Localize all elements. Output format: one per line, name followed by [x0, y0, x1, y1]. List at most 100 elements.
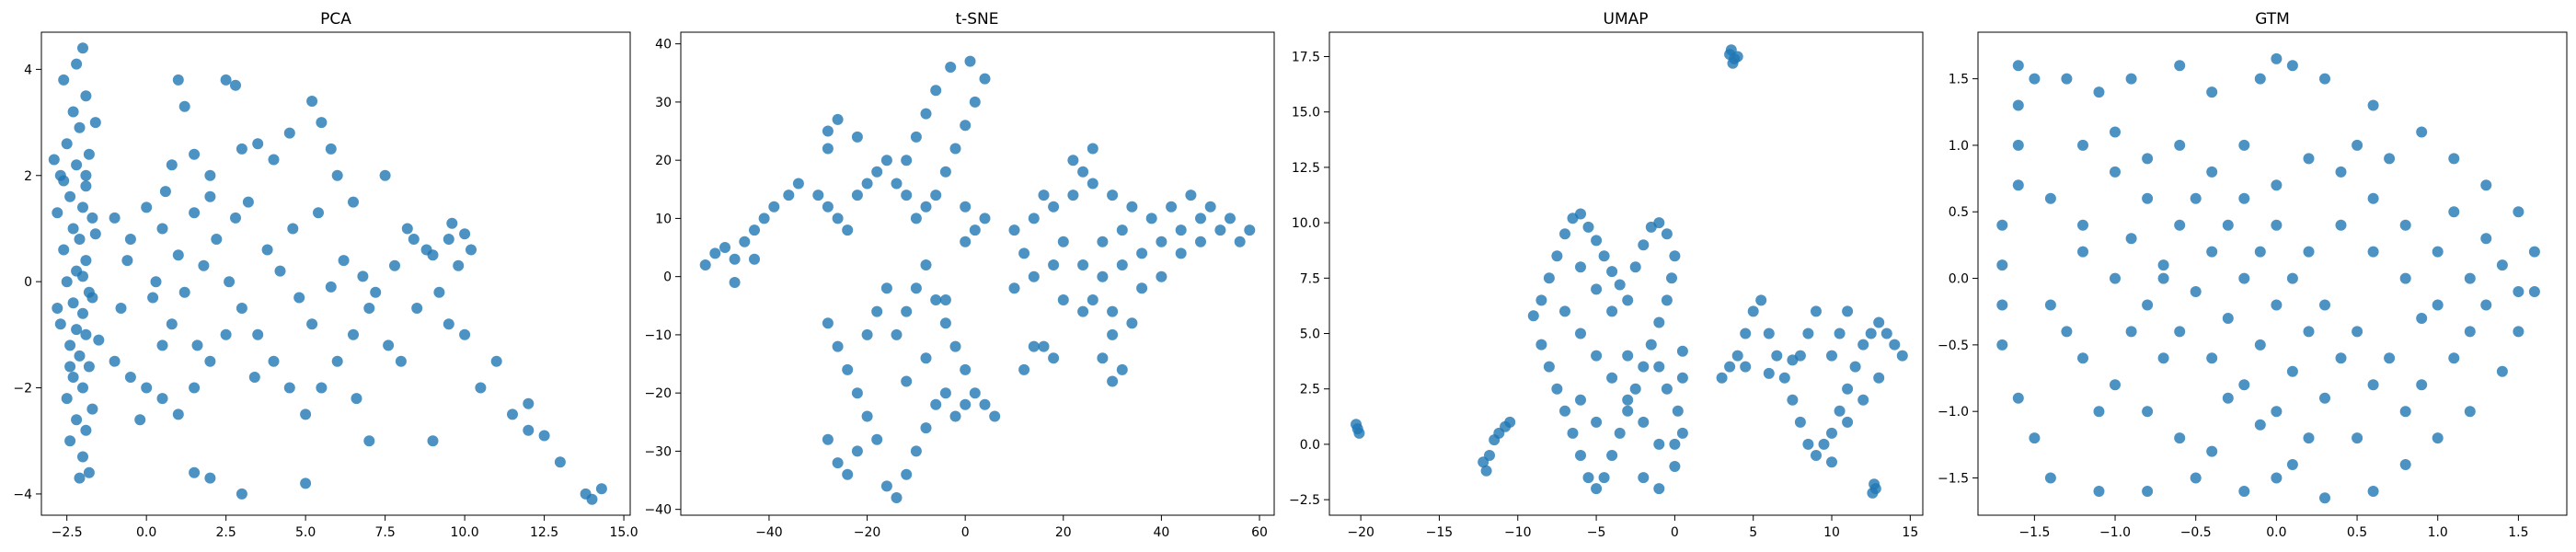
scatter-point	[2190, 472, 2202, 484]
scatter-point	[1107, 190, 1119, 201]
scatter-point	[1996, 259, 2008, 271]
scatter-point	[1175, 247, 1187, 259]
x-tick-label: 15.0	[609, 525, 638, 540]
scatter-point	[1638, 472, 1650, 484]
scatter-point	[2206, 445, 2218, 457]
scatter-point	[1018, 363, 1030, 375]
scatter-point	[2367, 486, 2379, 497]
scatter-point	[1763, 328, 1775, 339]
scatter-point	[920, 259, 932, 270]
scatter-point	[949, 340, 961, 352]
scatter-point	[1880, 328, 1892, 339]
scatter-point	[2367, 246, 2379, 258]
scatter-point	[1606, 266, 1618, 278]
scatter-point	[1842, 305, 1854, 317]
scatter-point	[2528, 246, 2540, 258]
scatter-point	[67, 372, 79, 383]
scatter-point	[2271, 472, 2283, 484]
scatter-point	[248, 372, 260, 383]
scatter-point	[1653, 217, 1665, 229]
scatter-point	[220, 328, 232, 340]
scatter-point	[261, 244, 273, 256]
scatter-point	[930, 85, 942, 97]
subplot-title: PCA	[320, 10, 351, 29]
scatter-point	[2271, 52, 2283, 64]
y-tick-label: −1.5	[1938, 472, 1969, 487]
scatter-point	[2093, 486, 2105, 497]
scatter-point	[2157, 272, 2169, 284]
x-tick-label: 1.0	[2428, 525, 2448, 540]
subplot-title: t-SNE	[955, 10, 998, 29]
scatter-point	[64, 435, 76, 447]
scatter-point	[1575, 394, 1586, 406]
scatter-point	[252, 328, 264, 340]
scatter-point	[822, 143, 834, 155]
scatter-point	[331, 355, 343, 367]
scatter-point	[901, 305, 913, 317]
scatter-point	[1097, 236, 1109, 247]
scatter-point	[2448, 352, 2460, 364]
scatter-point	[783, 190, 795, 201]
scatter-point	[1638, 361, 1650, 373]
scatter-point	[1787, 394, 1799, 406]
x-tick-label: 40	[1153, 525, 1169, 540]
scatter-point	[939, 317, 951, 329]
scatter-point	[172, 74, 184, 86]
scatter-point	[1028, 270, 1040, 282]
scatter-point	[1591, 483, 1603, 495]
y-tick-label: −4	[13, 488, 32, 502]
x-tick-label: 5.0	[295, 525, 316, 540]
scatter-point	[2174, 60, 2186, 72]
scatter-point	[891, 178, 903, 190]
scatter-point	[2303, 326, 2315, 338]
scatter-point	[1478, 456, 1489, 468]
scatter-point	[901, 375, 913, 387]
scatter-point	[2303, 432, 2315, 444]
scatter-point	[2384, 153, 2396, 165]
scatter-point	[891, 328, 903, 340]
scatter-point	[80, 255, 92, 267]
scatter-point	[74, 234, 86, 245]
scatter-point	[832, 457, 844, 469]
scatter-point	[2012, 392, 2024, 404]
scatter-point	[1598, 250, 1610, 262]
scatter-point	[2416, 126, 2428, 138]
scatter-point	[71, 159, 83, 171]
scatter-point	[2110, 126, 2121, 138]
scatter-point	[964, 55, 976, 67]
scatter-point	[2367, 379, 2379, 391]
scatter-point	[2513, 286, 2524, 297]
scatter-point	[443, 234, 454, 245]
scatter-point	[2286, 272, 2298, 284]
scatter-point	[1351, 423, 1363, 435]
x-tick-label: −15	[1426, 525, 1454, 540]
scatter-point	[71, 414, 83, 426]
scatter-point	[949, 143, 961, 155]
x-tick-label: −1.0	[2099, 525, 2131, 540]
x-tick-label: −2.5	[52, 525, 83, 540]
scatter-point	[1778, 372, 1790, 384]
scatter-point	[306, 96, 318, 107]
scatter-point	[2448, 153, 2460, 165]
scatter-point	[141, 201, 153, 213]
scatter-point	[586, 493, 598, 505]
scatter-point	[960, 201, 972, 213]
scatter-point	[2206, 166, 2218, 178]
scatter-point	[1535, 339, 1547, 351]
scatter-point	[1826, 456, 1837, 468]
scatter-point	[949, 410, 961, 422]
scatter-point	[1480, 465, 1492, 477]
y-tick-label: 30	[655, 96, 672, 110]
scatter-point	[851, 190, 863, 201]
scatter-point	[156, 223, 168, 235]
scatter-point	[459, 228, 471, 240]
scatter-point	[2174, 432, 2186, 444]
scatter-point	[2416, 379, 2428, 391]
scatter-point	[1582, 221, 1594, 233]
scatter-point	[1666, 272, 1677, 284]
scatter-point	[939, 294, 951, 305]
scatter-point	[1727, 57, 1739, 69]
scatter-point	[1077, 259, 1089, 270]
y-tick-label: 4	[24, 63, 32, 77]
scatter-point	[283, 127, 295, 139]
